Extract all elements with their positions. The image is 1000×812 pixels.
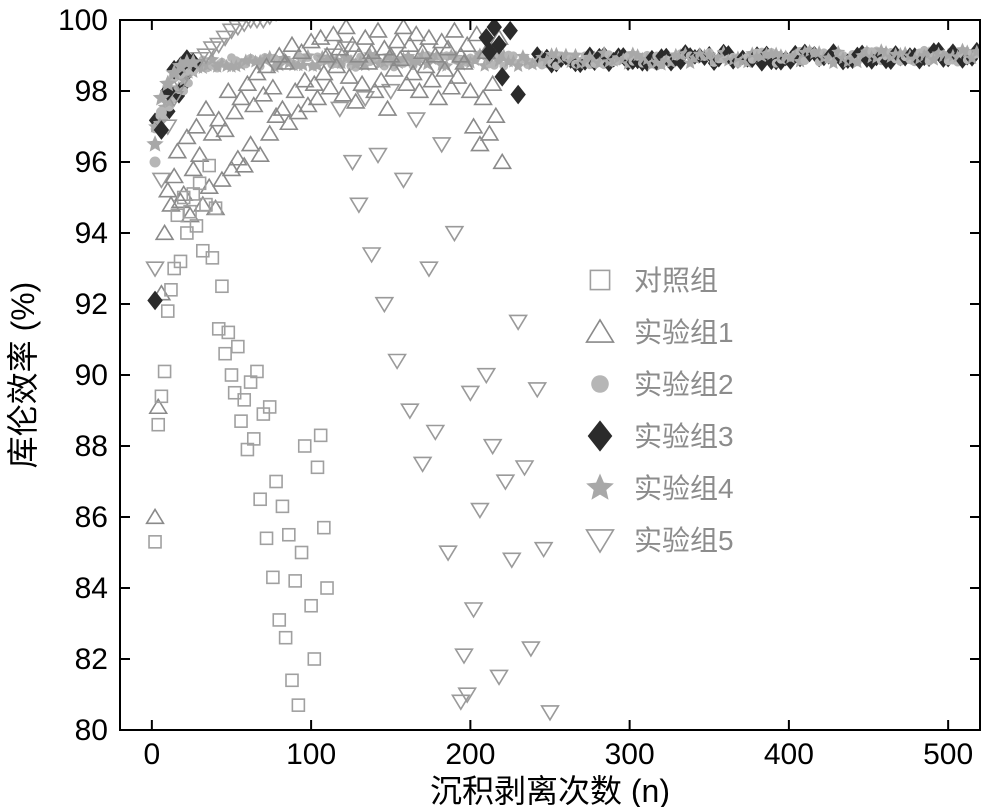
chart-svg: 0 100 200 300 400 500 80 82 84 86 88 90 92 94 96 98 100 沉… xyxy=(0,0,1000,807)
y-tick-label: 98 xyxy=(75,75,108,108)
legend-label: 实验组1 xyxy=(634,317,734,348)
y-tick-label: 80 xyxy=(75,714,108,747)
y-tick-label: 86 xyxy=(75,501,108,534)
y-tick-label: 96 xyxy=(75,146,108,179)
x-axis-label: 沉积剥离次数 (n) xyxy=(430,773,670,807)
x-tick-label: 200 xyxy=(445,738,495,771)
legend-label: 实验组4 xyxy=(634,473,734,504)
y-tick-label: 92 xyxy=(75,288,108,321)
scatter-chart: 0 100 200 300 400 500 80 82 84 86 88 90 92 94 96 98 100 沉… xyxy=(0,0,1000,812)
legend-label: 对照组 xyxy=(634,265,718,296)
y-tick-label: 94 xyxy=(75,217,108,250)
x-tick-label: 500 xyxy=(923,738,973,771)
y-axis-label: 库伦效率 (%) xyxy=(5,282,41,469)
y-tick-label: 90 xyxy=(75,359,108,392)
y-tick-label: 100 xyxy=(58,4,108,37)
y-tick-label: 88 xyxy=(75,430,108,463)
x-tick-label: 400 xyxy=(764,738,814,771)
x-tick-label: 0 xyxy=(144,738,161,771)
legend-label: 实验组3 xyxy=(634,421,734,452)
y-tick-label: 82 xyxy=(75,643,108,676)
x-tick-label: 300 xyxy=(605,738,655,771)
legend-label: 实验组5 xyxy=(634,525,734,556)
legend-label: 实验组2 xyxy=(634,369,734,400)
x-tick-label: 100 xyxy=(286,738,336,771)
y-tick-label: 84 xyxy=(75,572,108,605)
